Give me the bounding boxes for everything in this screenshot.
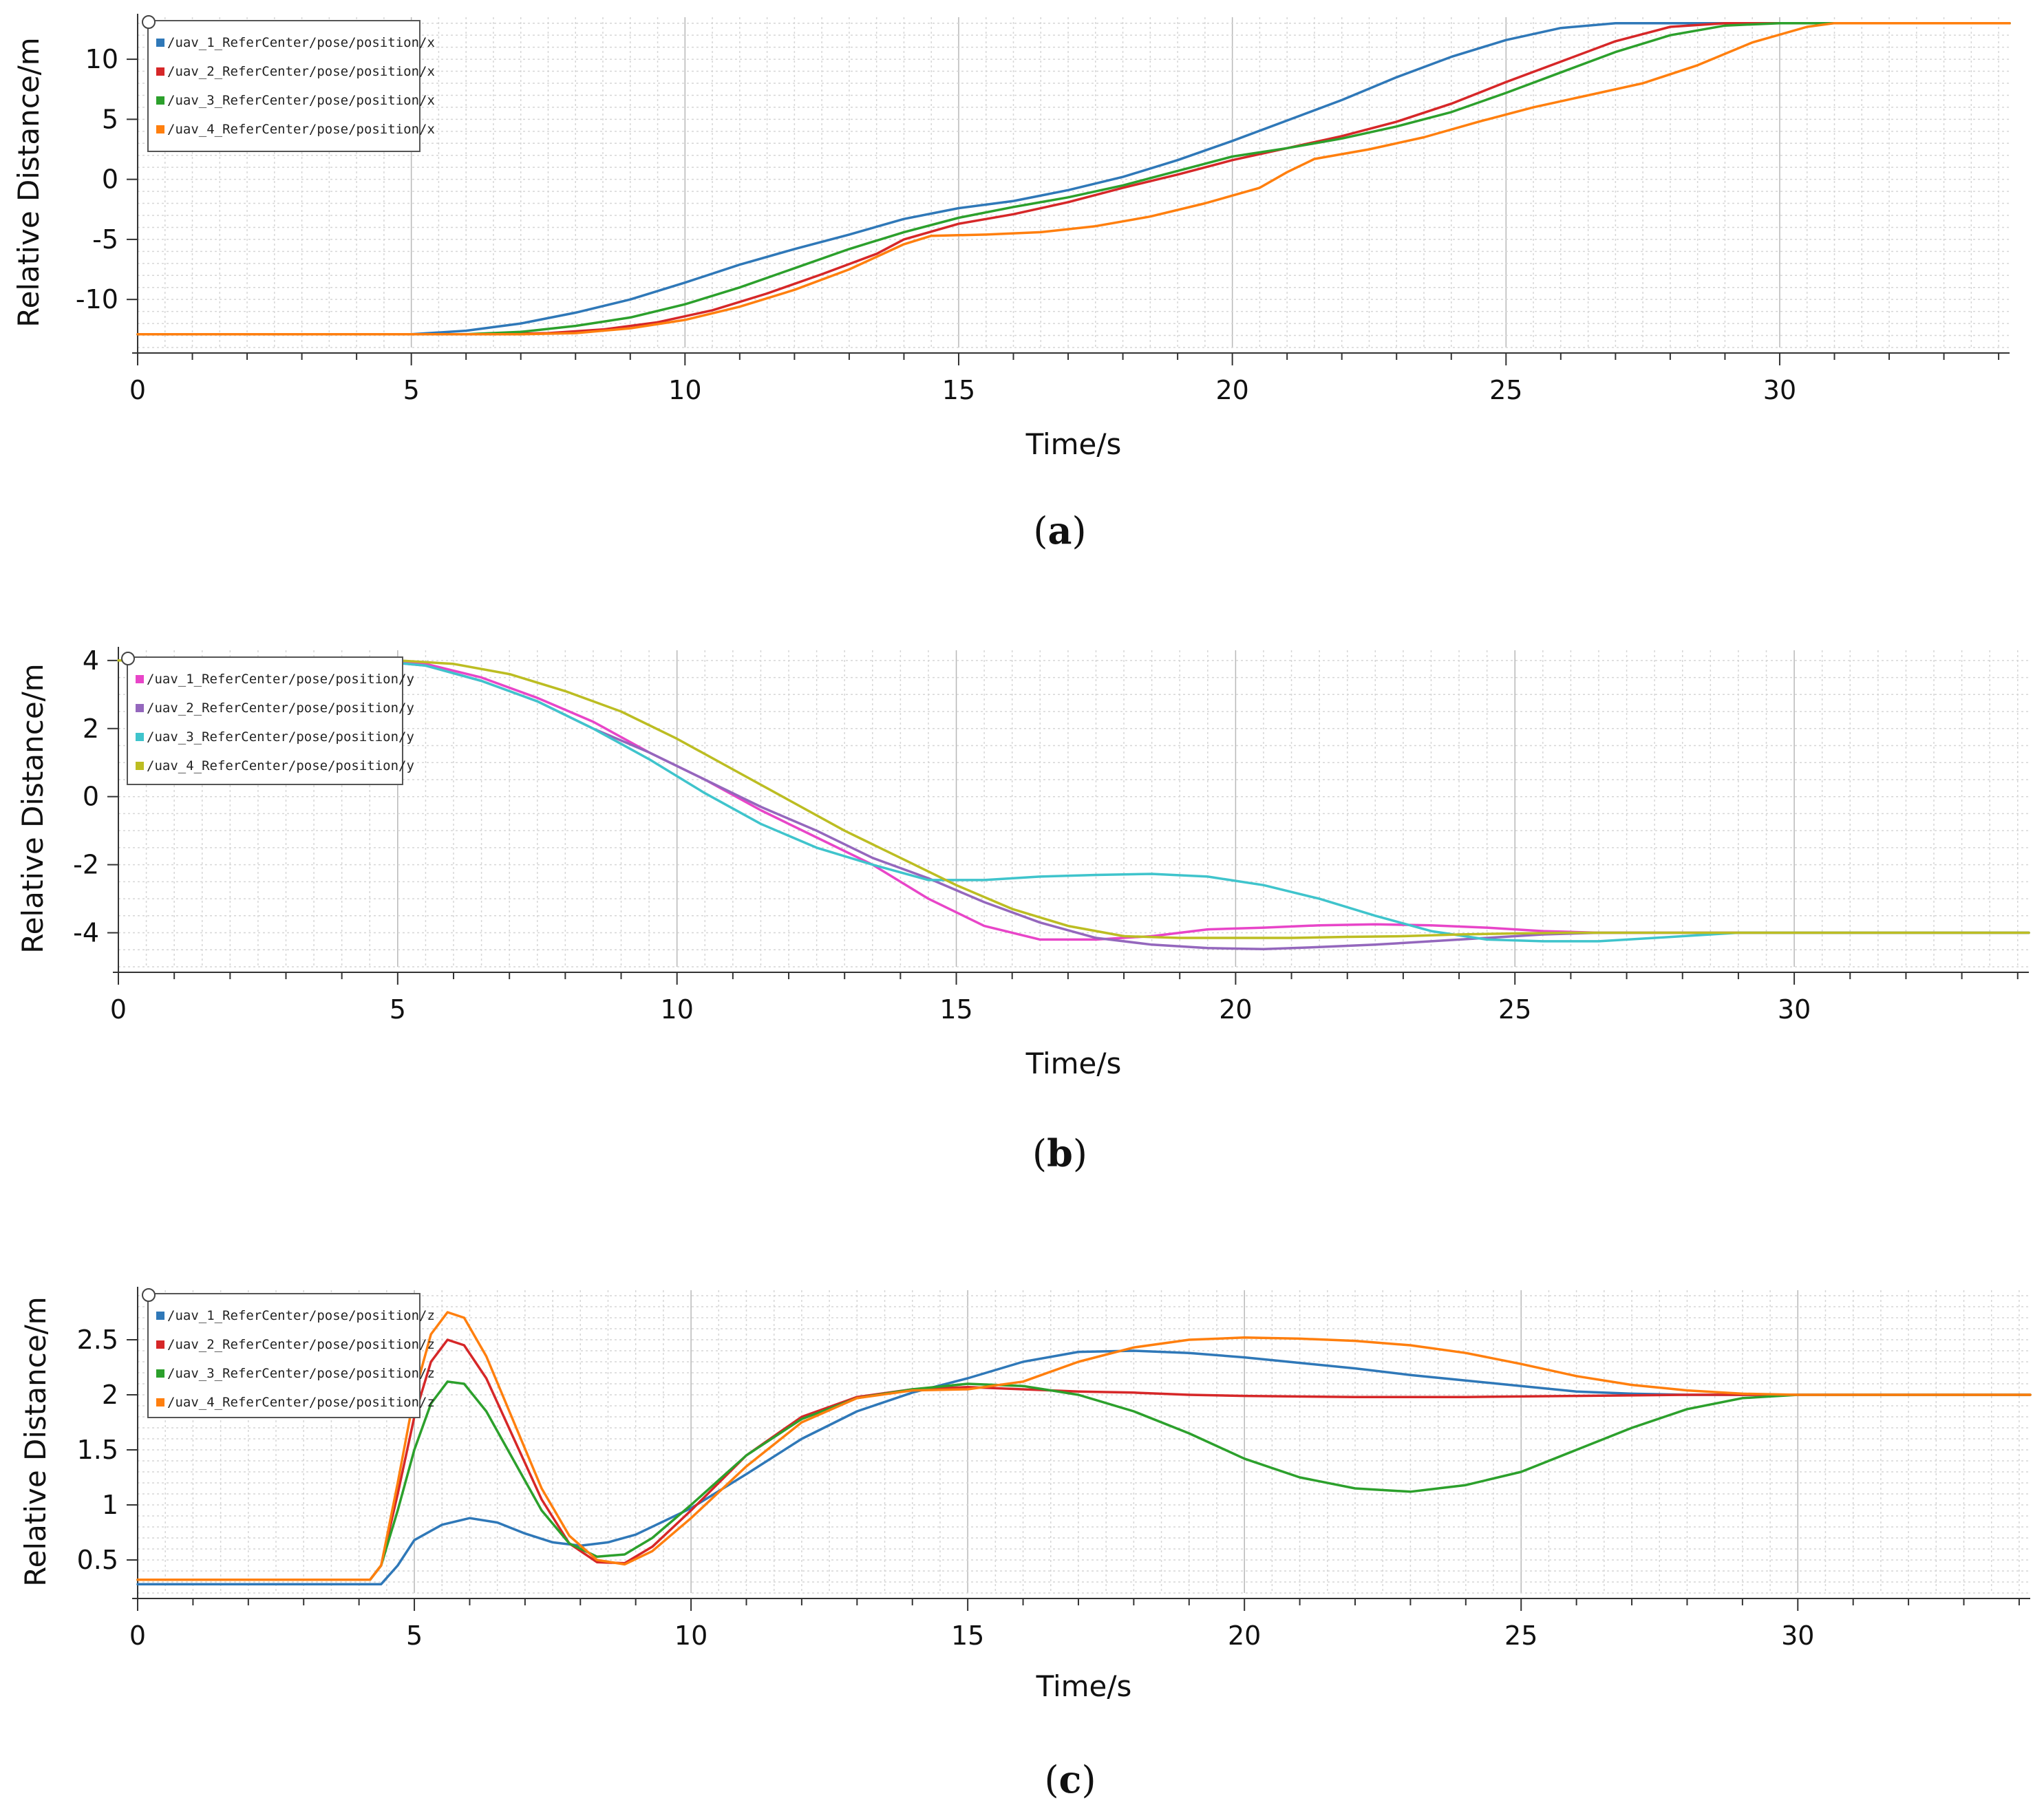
legend-swatch [156, 39, 164, 47]
caption-paren-open: ( [1044, 1758, 1058, 1801]
series-line-uav-3 [136, 21, 2011, 336]
legend-swatch [136, 704, 144, 712]
legend-label: /uav_3_ReferCenter/pose/position/z [167, 1366, 435, 1381]
legend-label: /uav_2_ReferCenter/pose/position/x [167, 64, 435, 79]
y-tick-label: 1 [102, 1490, 118, 1520]
panel-caption: (c) [1044, 1757, 1096, 1801]
y-axis-title: Relative Distance/m [12, 37, 45, 327]
legend-label: /uav_4_ReferCenter/pose/position/y [147, 758, 414, 773]
legend-label: /uav_3_ReferCenter/pose/position/x [167, 93, 435, 108]
x-tick-label: 30 [1778, 994, 1811, 1025]
legend-label: /uav_2_ReferCenter/pose/position/z [167, 1337, 435, 1352]
y-tick-label: 0 [83, 782, 99, 812]
legend-label: /uav_3_ReferCenter/pose/position/y [147, 729, 414, 745]
y-tick-label: -5 [92, 224, 118, 255]
legend-label: /uav_1_ReferCenter/pose/position/z [167, 1308, 435, 1323]
x-tick-label: 0 [129, 1621, 146, 1651]
series-line-uav-3 [117, 659, 2030, 943]
x-tick-label: 30 [1781, 1621, 1814, 1651]
y-tick-label: 4 [83, 645, 99, 676]
x-tick-label: 25 [1489, 375, 1522, 405]
y-tick-label: 5 [102, 104, 118, 134]
y-tick-label: 0.5 [77, 1545, 118, 1575]
caption-letter: a [1048, 509, 1072, 553]
x-axis-title: Time/s [1036, 1669, 1132, 1703]
y-tick-label: -4 [73, 918, 99, 948]
legend-label: /uav_2_ReferCenter/pose/position/y [147, 701, 414, 716]
x-axis-title: Time/s [1025, 1047, 1122, 1080]
legend-handle-icon [142, 1288, 156, 1302]
chart-panel-c: 0 5 10 15 20 25 30 2.5 2 1.5 1 0.5 Time/s Relative Di… [19, 1287, 2032, 1801]
legend-label: /uav_1_ReferCenter/pose/position/y [147, 672, 414, 687]
x-tick-label: 15 [939, 994, 972, 1025]
legend-handle-icon [121, 652, 135, 665]
series-line-uav-2 [136, 1338, 2032, 1581]
caption-paren-close: ) [1073, 1132, 1087, 1175]
y-axis-title: Relative Distance/m [19, 1296, 52, 1586]
legend-label: /uav_1_ReferCenter/pose/position/x [167, 35, 435, 50]
x-axis-title: Time/s [1025, 427, 1122, 461]
y-tick-label: -2 [73, 850, 99, 880]
legend-swatch [156, 1398, 164, 1407]
caption-paren-close: ) [1081, 1758, 1096, 1801]
series-line-uav-1 [117, 659, 2030, 941]
x-tick-label: 10 [668, 375, 701, 405]
legend-swatch [156, 1340, 164, 1349]
series-line-uav-4 [117, 659, 2030, 939]
legend-swatch [156, 1312, 164, 1320]
y-tick-label: 2.5 [77, 1325, 118, 1355]
x-tick-label: 20 [1215, 375, 1248, 405]
x-tick-label: 5 [403, 375, 420, 405]
x-tick-label: 15 [942, 375, 975, 405]
legend-swatch [136, 762, 144, 770]
x-tick-label: 10 [661, 994, 694, 1025]
legend-swatch [156, 1369, 164, 1378]
y-tick-label: 10 [85, 44, 118, 74]
legend-swatch [156, 125, 164, 133]
legend-box [147, 1293, 420, 1418]
x-tick-label: 15 [951, 1621, 984, 1651]
legend-swatch [136, 675, 144, 683]
legend-label: /uav_4_ReferCenter/pose/position/x [167, 122, 435, 137]
caption-letter: c [1059, 1757, 1082, 1801]
legend-label: /uav_4_ReferCenter/pose/position/z [167, 1395, 435, 1410]
x-tick-label: 10 [674, 1621, 707, 1651]
panel-caption: (a) [1033, 509, 1086, 553]
legend-swatch [156, 67, 164, 76]
caption-paren-close: ) [1072, 509, 1087, 553]
x-tick-label: 20 [1228, 1621, 1261, 1651]
legend-box [147, 20, 420, 152]
y-tick-label: 2 [102, 1380, 118, 1410]
series-line-uav-1 [136, 21, 2011, 336]
series-line-uav-2 [136, 21, 2011, 336]
x-tick-label: 0 [129, 375, 146, 405]
x-tick-label: 30 [1763, 375, 1796, 405]
x-tick-label: 20 [1219, 994, 1252, 1025]
x-tick-label: 25 [1504, 1621, 1537, 1651]
series-line-uav-1 [136, 1349, 2032, 1585]
chart-panel-a: 0 5 10 15 20 25 30 10 5 0 -5 -10 Time/s Relative Dist… [12, 14, 2011, 553]
legend-box [127, 656, 403, 785]
y-tick-label: -10 [76, 284, 118, 314]
x-tick-label: 5 [406, 1621, 423, 1651]
caption-paren-open: ( [1033, 509, 1047, 553]
legend-handle-icon [142, 15, 156, 29]
legend-swatch [136, 733, 144, 741]
series-line-uav-4 [136, 1311, 2032, 1581]
series-line-uav-3 [136, 1380, 2032, 1581]
y-axis-title: Relative Distance/m [16, 663, 50, 953]
x-tick-label: 25 [1498, 994, 1531, 1025]
panel-caption: (b) [1032, 1131, 1087, 1175]
y-tick-label: 1.5 [77, 1435, 118, 1465]
caption-paren-open: ( [1032, 1132, 1047, 1175]
caption-letter: b [1047, 1131, 1073, 1175]
series-line-uav-4 [136, 21, 2011, 336]
legend-swatch [156, 96, 164, 105]
y-tick-label: 2 [83, 714, 99, 744]
y-tick-label: 0 [102, 164, 118, 195]
x-tick-label: 5 [390, 994, 406, 1025]
x-tick-label: 0 [110, 994, 127, 1025]
